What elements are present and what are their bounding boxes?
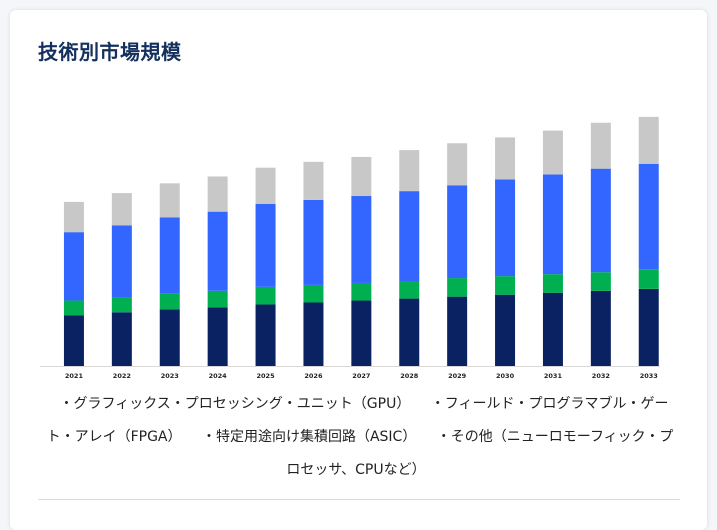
bar-segment-2025-s3 [255, 167, 276, 204]
x-tick-label-2033: 2033 [640, 372, 658, 380]
bar-segment-2021-s3 [63, 201, 84, 233]
bar-segment-2032-s2 [590, 168, 611, 273]
bar-segment-2027-s2 [351, 196, 372, 283]
x-tick-label-2026: 2026 [304, 372, 323, 380]
bar-segment-2033-s2 [638, 163, 659, 270]
bar-segment-2030-s3 [495, 137, 516, 180]
x-tick-label-2029: 2029 [448, 372, 467, 380]
bar-segment-2024-s0 [207, 307, 228, 366]
bar-segment-2026-s2 [303, 199, 324, 285]
bar-segment-2024-s3 [207, 176, 228, 212]
bar-segment-2025-s1 [255, 286, 276, 305]
bar-segment-2031-s0 [542, 292, 563, 366]
chart-legend: ・グラフィックス・プロセッシング・ユニット（GPU） ・フィールド・プログラマブ… [40, 388, 680, 487]
stacked-bar-chart: 2021 2022 2023 2024 2025 2026 2027 2028 2029 2030… [40, 116, 660, 380]
bar-segment-2026-s3 [303, 161, 324, 200]
bar-segment-2026-s1 [303, 284, 324, 303]
bar-segment-2033-s3 [638, 116, 659, 164]
bar-segment-2022-s0 [111, 312, 132, 366]
bar-segment-2023-s1 [159, 293, 180, 310]
bar-segment-2021-s2 [63, 232, 84, 301]
bar-segment-2026-s0 [303, 302, 324, 366]
bar-segment-2023-s3 [159, 183, 180, 218]
bar-segment-2027-s3 [351, 156, 372, 197]
bar-segment-2028-s2 [399, 191, 420, 282]
bar-segment-2023-s0 [159, 309, 180, 366]
x-tick-label-2030: 2030 [496, 372, 515, 380]
legend-item-other: ・その他（ニューロモーフィック・プロセッサ、CPUなど） [286, 429, 674, 478]
x-tick-label-2021: 2021 [65, 372, 84, 380]
x-tick-label-2024: 2024 [209, 372, 228, 380]
bar-segment-2029-s3 [447, 143, 468, 186]
bar-segment-2032-s1 [590, 272, 611, 291]
divider [38, 499, 680, 500]
x-tick-label-2025: 2025 [257, 372, 276, 380]
bar-segment-2027-s1 [351, 282, 372, 301]
x-tick-label-2023: 2023 [161, 372, 179, 380]
bar-segment-2030-s1 [495, 276, 516, 295]
bar-segment-2021-s0 [63, 315, 84, 366]
bar-segment-2031-s1 [542, 274, 563, 293]
legend-item-gpu: ・グラフィックス・プロセッシング・ユニット（GPU） [59, 396, 411, 412]
bar-segment-2028-s1 [399, 281, 420, 299]
x-tick-label-2022: 2022 [113, 372, 131, 380]
bar-segment-2025-s2 [255, 203, 276, 287]
bar-segment-2029-s2 [447, 185, 468, 279]
bar-segment-2030-s2 [495, 179, 516, 277]
bar-segment-2024-s1 [207, 290, 228, 308]
legend-item-fpga: ・フィールド・プログラマブル・ゲート・アレイ（FPGA） [46, 396, 669, 445]
chart-card: 技術別市場規模 2021 2022 2023 2024 2025 2026 2027 2028… [10, 10, 707, 530]
bar-segment-2021-s1 [63, 300, 84, 316]
bar-segment-2022-s1 [111, 297, 132, 313]
bar-segment-2033-s0 [638, 288, 659, 366]
bar-segment-2022-s2 [111, 225, 132, 298]
bar-segment-2028-s3 [399, 150, 420, 192]
bar-segment-2027-s0 [351, 300, 372, 366]
bar-segment-2029-s0 [447, 296, 468, 366]
bar-segment-2023-s2 [159, 217, 180, 294]
bar-segment-2032-s0 [590, 290, 611, 366]
bar-segment-2028-s0 [399, 298, 420, 366]
bar-segment-2031-s2 [542, 174, 563, 275]
chart-title: 技術別市場規模 [38, 40, 182, 64]
bar-segment-2025-s0 [255, 304, 276, 366]
bar-segment-2030-s0 [495, 294, 516, 366]
bar-segment-2031-s3 [542, 130, 563, 175]
legend-item-asic: ・特定用途向け集積回路（ASIC） [201, 429, 417, 445]
x-tick-label-2028: 2028 [400, 372, 419, 380]
bar-segment-2022-s3 [111, 193, 132, 226]
bar-segment-2029-s1 [447, 278, 468, 297]
bar-segment-2033-s1 [638, 269, 659, 289]
bar-segment-2024-s2 [207, 211, 228, 291]
x-tick-label-2031: 2031 [544, 372, 563, 380]
x-tick-label-2027: 2027 [352, 372, 370, 380]
x-tick-label-2032: 2032 [592, 372, 610, 380]
bar-segment-2032-s3 [590, 122, 611, 169]
